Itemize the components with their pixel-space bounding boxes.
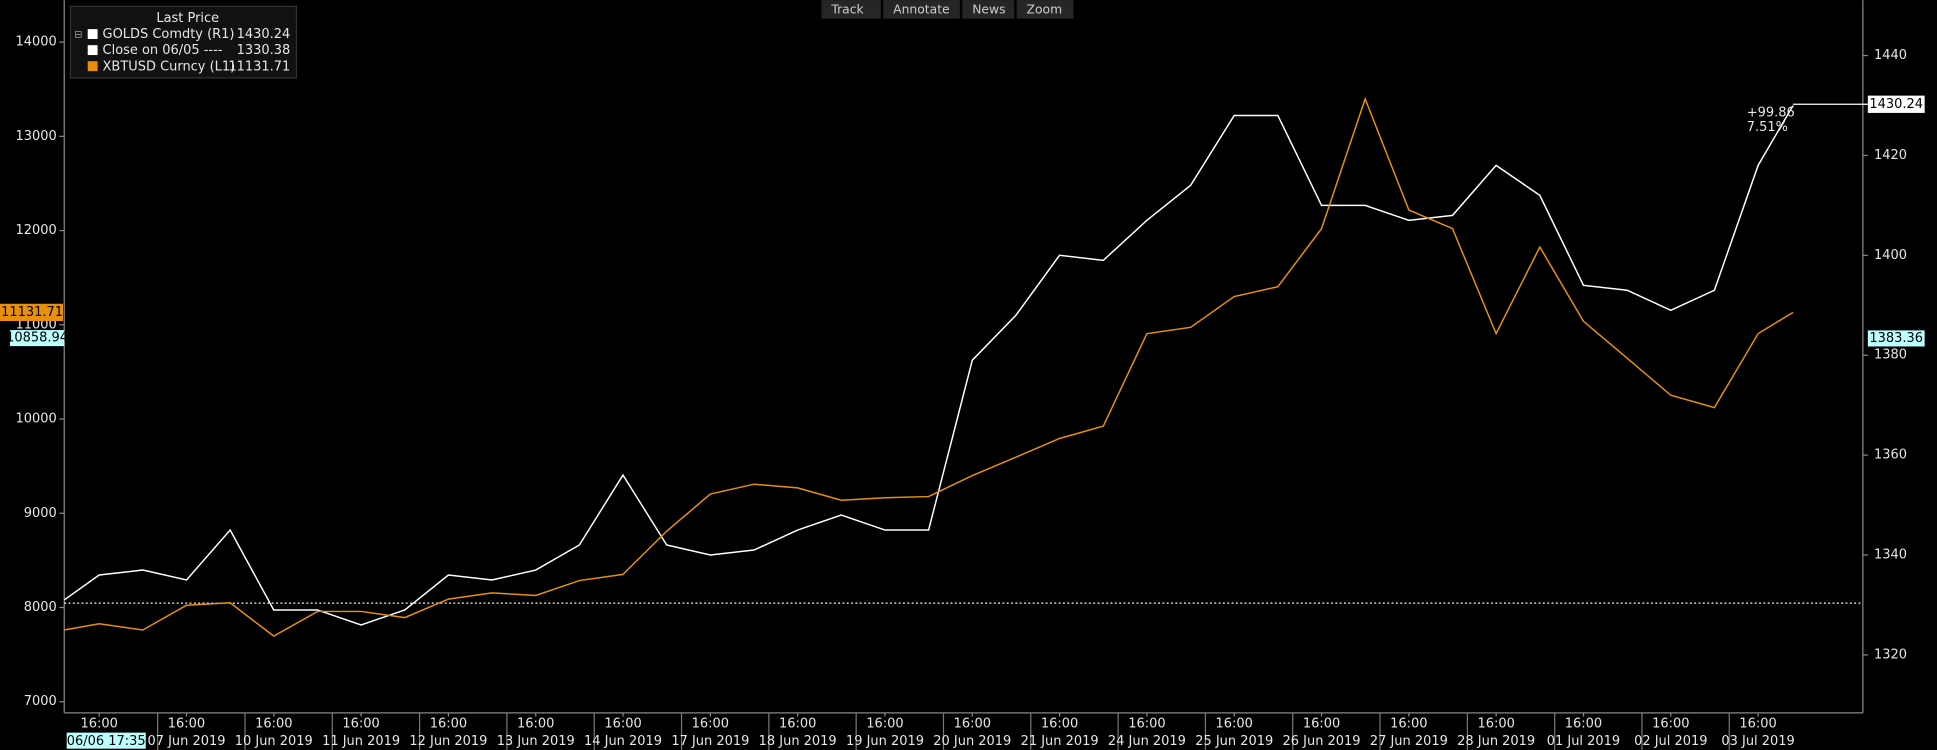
x-date-label: 11 Jun 2019: [322, 734, 400, 749]
x-date-label: 12 Jun 2019: [409, 734, 487, 749]
y-tick-label: 13000: [16, 129, 57, 144]
x-date-label: 26 Jun 2019: [1283, 734, 1361, 749]
x-date-label: 14 Jun 2019: [584, 734, 662, 749]
x-tick-label: 16:00: [1477, 716, 1514, 731]
x-tick-label: 16:00: [692, 716, 729, 731]
x-date-label: 13 Jun 2019: [497, 734, 575, 749]
y2-tick-label: 1340: [1874, 548, 1907, 563]
legend-value: 1430.24: [237, 27, 291, 42]
x-date-label: 02 Jul 2019: [1634, 734, 1707, 749]
cursor-y-box: [9, 330, 65, 347]
legend-label: Close on 06/05 ----: [103, 43, 223, 58]
x-tick-label: 16:00: [779, 716, 816, 731]
legend: Last Price ⊟ GOLDS Comdty (R1) 1430.24 Clo…: [69, 5, 298, 79]
series-line: [63, 105, 1794, 626]
x-tick-label: 16:00: [1303, 716, 1340, 731]
x-tick-label: 16:00: [954, 716, 991, 731]
cursor-x-label: 06/06 17:35: [67, 734, 146, 749]
last-value-label: 1430.24: [1869, 97, 1923, 112]
y2-tick-label: 1420: [1874, 148, 1907, 163]
x-date-label: 18 Jun 2019: [759, 734, 837, 749]
legend-label: GOLDS Comdty (R1): [103, 27, 235, 42]
toolbar: Track Annotate News Zoom: [821, 0, 1074, 19]
legend-label: XBTUSD Curncy (L1): [103, 59, 236, 74]
x-date-label: 19 Jun 2019: [846, 734, 924, 749]
x-tick-label: 16:00: [168, 716, 205, 731]
y-tick-label: 14000: [16, 35, 57, 50]
x-date-label: 01 Jul 2019: [1547, 734, 1620, 749]
x-tick-label: 16:00: [517, 716, 554, 731]
y-tick-label: 8000: [24, 600, 57, 615]
x-tick-label: 16:00: [866, 716, 903, 731]
x-tick-label: 16:00: [1128, 716, 1165, 731]
legend-swatch: [87, 61, 98, 72]
x-date-label: 10 Jun 2019: [235, 734, 313, 749]
toolbar-button[interactable]: [821, 0, 881, 19]
y-tick-label: 9000: [24, 506, 57, 521]
x-date-label: 17 Jun 2019: [671, 734, 749, 749]
legend-title: Last Price: [156, 11, 219, 26]
legend-value: 11131.71: [228, 59, 290, 74]
toolbar-label[interactable]: Zoom: [1027, 2, 1063, 16]
last-value-box: [0, 303, 64, 322]
x-date-label: 21 Jun 2019: [1021, 734, 1099, 749]
x-date-label: 24 Jun 2019: [1108, 734, 1186, 749]
y-tick-label: 11000: [16, 317, 57, 332]
y2-tick-label: 1440: [1874, 48, 1907, 63]
cursor-x-box: [66, 732, 146, 749]
y-tick-label: 12000: [16, 223, 57, 238]
x-tick-label: 16:00: [1041, 716, 1078, 731]
legend-box: [69, 5, 298, 79]
last-value-label: 11131.71: [1, 305, 63, 320]
x-tick-label: 16:00: [1739, 716, 1776, 731]
x-tick-label: 16:00: [430, 716, 467, 731]
y2-tick-label: 1360: [1874, 448, 1907, 463]
toolbar-button[interactable]: [883, 0, 960, 19]
y-tick-label: 10000: [16, 412, 57, 427]
x-date-label: 07 Jun 2019: [147, 734, 225, 749]
series-line: [64, 96, 1794, 638]
x-tick-label: 16:00: [342, 716, 379, 731]
toolbar-button[interactable]: [962, 0, 1015, 19]
change-annotation: +99.86: [1747, 105, 1795, 120]
change-annotation: 7.51%: [1747, 120, 1788, 135]
legend-swatch: [87, 45, 98, 56]
x-tick-label: 16:00: [1652, 716, 1689, 731]
cursor-y2-box: [1867, 330, 1925, 347]
x-date-label: 27 Jun 2019: [1370, 734, 1448, 749]
cursor-y2-label: 1383.36: [1869, 331, 1923, 346]
x-tick-label: 16:00: [604, 716, 641, 731]
y-tick-label: 7000: [24, 694, 57, 709]
legend-swatch: [87, 29, 98, 39]
legend-value: 1330.38: [237, 43, 291, 58]
y2-tick-label: 1380: [1874, 348, 1907, 363]
x-date-label: 25 Jun 2019: [1195, 734, 1273, 749]
x-tick-label: 16:00: [1390, 716, 1427, 731]
toolbar-label[interactable]: Annotate: [893, 2, 949, 16]
toolbar-label[interactable]: Track: [830, 2, 864, 16]
x-date-label: 28 Jun 2019: [1457, 734, 1535, 749]
x-tick-label: 16:00: [1565, 716, 1602, 731]
last-value-box: [1867, 95, 1925, 113]
cursor-y-label: 10858.94: [6, 331, 68, 346]
x-date-label: 20 Jun 2019: [933, 734, 1011, 749]
x-tick-label: 16:00: [255, 716, 292, 731]
y2-tick-label: 1320: [1874, 647, 1907, 662]
toolbar-label[interactable]: News: [972, 2, 1005, 16]
x-tick-label: 16:00: [80, 716, 117, 731]
y2-tick-label: 1400: [1874, 248, 1907, 263]
legend-collapse[interactable]: ⊟: [74, 30, 82, 41]
x-date-label: 03 Jul 2019: [1721, 734, 1794, 749]
toolbar-button[interactable]: [1016, 0, 1074, 19]
x-tick-label: 16:00: [1216, 716, 1253, 731]
